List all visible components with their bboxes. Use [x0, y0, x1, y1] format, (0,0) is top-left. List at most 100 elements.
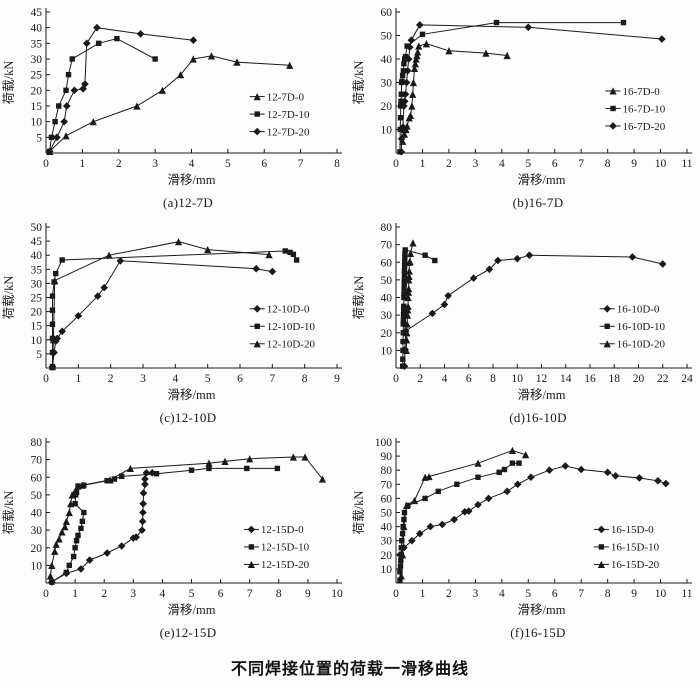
y-tick-label: 60 — [381, 257, 393, 269]
triangle-marker — [78, 481, 86, 489]
axes — [395, 223, 692, 369]
x-tick-label: 5 — [225, 158, 231, 170]
square-marker — [401, 516, 407, 523]
square-marker — [432, 257, 438, 264]
triangle-marker — [62, 517, 70, 525]
square-marker — [475, 474, 481, 480]
legend-label: 16-7D-0 — [623, 86, 661, 98]
diamond-marker — [460, 507, 469, 516]
diamond-marker — [247, 525, 256, 534]
diamond-marker — [503, 487, 511, 496]
square-marker — [401, 271, 408, 278]
triangle-marker — [408, 102, 416, 110]
y-tick-label: 20 — [31, 307, 43, 319]
square-marker — [397, 115, 404, 121]
y-tick-label: 40 — [31, 23, 43, 35]
diamond-marker — [603, 304, 611, 313]
y-tick-label: 35 — [31, 264, 43, 276]
charts-grid: 0 1 2 3 4 5 6 7 8 5 10 15 20 25 30 35 40 45 滑移/mm 荷载/kN 12-7… — [2, 0, 700, 640]
y-tick-label: 40 — [31, 250, 43, 262]
series-16-10D-20 — [402, 239, 417, 354]
chart-b-16-7D: 0 1 2 3 4 5 6 7 8 9 10 11 10 20 30 40 50 60 滑移/mm 荷载/kN 16-7… — [350, 0, 700, 215]
square-marker — [49, 349, 56, 356]
square-marker — [244, 465, 250, 472]
axes — [45, 8, 342, 154]
x-tick-label: 18 — [609, 373, 621, 385]
diamond-marker — [440, 300, 449, 309]
square-marker — [598, 544, 605, 550]
legend-label: 12-10D-0 — [267, 304, 310, 316]
square-marker — [254, 323, 260, 329]
diamond-marker — [609, 122, 617, 130]
x-axis-label: 滑移/mm — [518, 388, 566, 402]
triangle-marker — [403, 336, 411, 344]
square-marker — [400, 312, 407, 318]
x-tick-label: 1 — [72, 588, 78, 600]
y-tick-label: 5 — [36, 132, 42, 144]
diamond-marker — [402, 78, 411, 87]
square-marker — [400, 338, 406, 345]
square-marker — [399, 72, 406, 79]
square-marker — [79, 518, 86, 525]
triangle-marker — [58, 528, 66, 536]
legend-label: 16-10D-20 — [617, 339, 666, 351]
ticks — [46, 441, 338, 583]
diamond-marker — [407, 36, 416, 44]
ticks — [46, 11, 338, 153]
y-tick-label: 20 — [31, 85, 43, 97]
square-marker — [399, 363, 406, 369]
chart-a-caption: (a)12-7D — [162, 195, 214, 210]
x-tick-label: 9 — [631, 158, 637, 170]
y-tick-label: 10 — [31, 117, 43, 129]
diamond-marker — [416, 21, 424, 29]
axes — [45, 223, 342, 369]
series-line — [49, 38, 156, 152]
series-16-7D-10 — [397, 19, 627, 155]
y-tick-label: 25 — [31, 293, 43, 305]
y-axis-label: 荷载/kN — [2, 61, 16, 105]
diamond-marker — [103, 549, 111, 557]
x-tick-label: 1 — [80, 158, 86, 170]
series-16-15D-20 — [397, 446, 530, 580]
square-marker — [399, 538, 405, 544]
square-marker — [188, 467, 195, 473]
diamond-marker — [142, 469, 151, 477]
triangle-marker — [158, 86, 166, 94]
y-axis-label: 荷载/kN — [2, 491, 16, 535]
diamond-marker — [62, 102, 71, 110]
square-marker — [496, 469, 502, 476]
triangle-marker — [253, 93, 261, 101]
series-16-7D-0 — [399, 40, 511, 145]
square-marker — [399, 78, 405, 85]
x-tick-label: 6 — [237, 373, 243, 385]
square-marker — [153, 471, 160, 477]
diamond-marker — [268, 267, 277, 276]
series-line — [52, 260, 273, 367]
x-tick-label: 3 — [130, 588, 136, 600]
square-marker — [56, 103, 62, 109]
diamond-marker — [139, 499, 147, 508]
chart-f-caption: (f)16-15D — [510, 625, 566, 640]
x-axis-label: 滑移/mm — [518, 173, 566, 187]
series-16-10D-10 — [399, 247, 438, 369]
y-tick-label: 50 — [381, 31, 393, 43]
x-tick-label: 4 — [442, 373, 448, 385]
diamond-marker — [525, 251, 534, 259]
y-tick-label: 30 — [31, 278, 43, 290]
triangle-marker — [409, 90, 417, 98]
legend: 12-15D-0 12-15D-10 12-15D-20 — [243, 524, 310, 571]
diamond-marker — [138, 517, 147, 526]
triangle-marker — [522, 451, 530, 459]
triangle-marker — [404, 293, 412, 302]
triangle-marker — [46, 572, 54, 580]
triangle-marker — [265, 251, 273, 259]
series-12-7D-10 — [46, 35, 158, 155]
triangle-marker — [403, 329, 411, 337]
legend-label: 16-15D-20 — [611, 559, 660, 571]
triangle-marker — [289, 453, 297, 461]
x-tick-label: 10 — [655, 588, 667, 600]
diamond-marker — [577, 465, 585, 474]
diamond-marker — [428, 309, 437, 318]
triangle-marker — [233, 58, 241, 66]
diamond-marker — [628, 253, 637, 261]
